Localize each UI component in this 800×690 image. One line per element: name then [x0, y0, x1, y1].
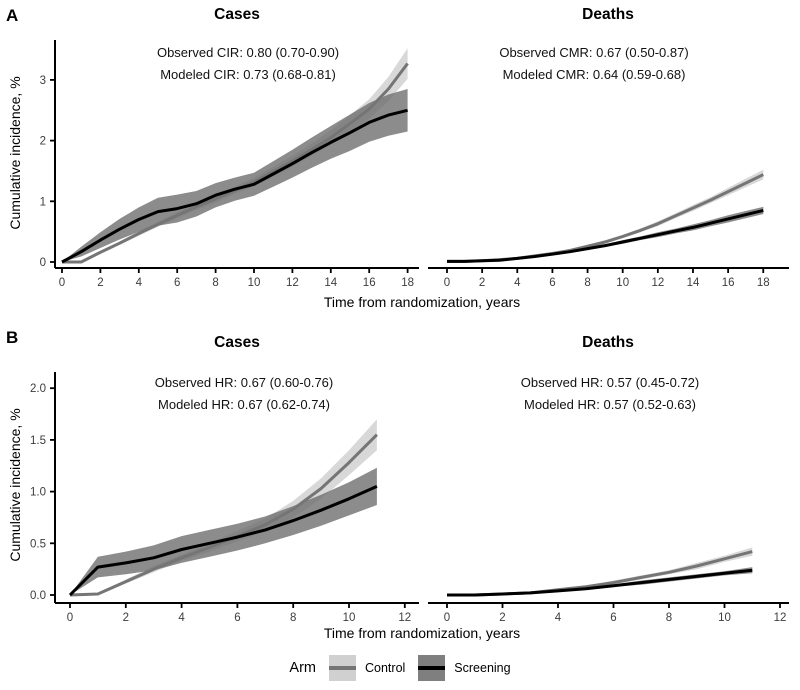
x-tick-label: 12 — [774, 612, 787, 624]
screening-line-icon — [418, 666, 446, 670]
screening-line — [447, 568, 753, 597]
screening-line — [68, 485, 378, 597]
panel-b-cases: 0 2 4 6 8 10 12 0.0 0.5 1.0 1.5 2.0 — [30, 372, 419, 624]
legend-title: Arm — [289, 660, 316, 676]
legend-item-control: Control — [329, 655, 405, 681]
annotation-line: Modeled CIR: 0.73 (0.68-0.81) — [160, 67, 336, 82]
annotation-b-deaths: Observed HR: 0.57 (0.45-0.72) Modeled HR… — [521, 372, 699, 416]
y-tick-label: 3 — [40, 75, 46, 87]
x-tick-label: 12 — [286, 277, 299, 289]
panel-title-a-deaths: Deaths — [582, 6, 634, 23]
y-tick-label: 2.0 — [30, 383, 46, 395]
y-tick-label: 0 — [40, 257, 46, 269]
screening-line — [447, 208, 764, 263]
annotation-line: Modeled HR: 0.67 (0.62-0.74) — [158, 397, 330, 412]
legend: Arm Control Screening — [0, 648, 800, 688]
annotation-line: Observed CMR: 0.67 (0.50-0.87) — [499, 45, 689, 60]
x-tick-label: 18 — [757, 277, 770, 289]
x-tick-label: 6 — [610, 612, 616, 624]
x-tick-label: 14 — [687, 277, 700, 289]
control-line — [447, 173, 764, 263]
x-tick-label: 4 — [514, 277, 521, 289]
screening-line — [61, 108, 408, 264]
panel-letter-b: B — [6, 328, 19, 347]
annotation-line: Observed HR: 0.57 (0.45-0.72) — [520, 375, 700, 390]
annotation-a-cases: Observed CIR: 0.80 (0.70-0.90) Modeled C… — [157, 42, 339, 86]
panel-letter-a: A — [6, 6, 19, 25]
x-tick-label: 2 — [123, 612, 129, 624]
legend-label-control: Control — [365, 661, 406, 675]
annotation-b-cases: Observed HR: 0.67 (0.60-0.76) Modeled HR… — [155, 372, 333, 416]
x-tick-label: 0 — [67, 612, 73, 624]
annotation-line: Modeled HR: 0.57 (0.52-0.63) — [524, 397, 696, 412]
x-tick-label: 0 — [444, 277, 450, 289]
control-line-icon — [329, 666, 356, 670]
x-tick-label: 2 — [97, 277, 103, 289]
panel-title-a-cases: Cases — [214, 6, 260, 23]
x-tick-label: 2 — [499, 612, 505, 624]
control-line — [69, 433, 378, 597]
y-tick-label: 2 — [40, 136, 46, 148]
panel-a-deaths: 0 2 4 6 8 10 12 14 16 18 — [428, 169, 789, 289]
x-tick-label: 8 — [666, 612, 672, 624]
annotation-line: Observed CIR: 0.80 (0.70-0.90) — [156, 45, 340, 60]
chart-row-b: 0 2 4 6 8 10 12 0.0 0.5 1.0 1.5 2.0 0 2 4 6 8 10 12 — [30, 372, 789, 624]
x-tick-label: 16 — [722, 277, 735, 289]
x-tick-label: 0 — [444, 612, 450, 624]
legend-item-screening: Screening — [418, 655, 511, 681]
screening-ribbon — [70, 467, 377, 595]
x-axis-title-b: Time from randomization, years — [323, 625, 521, 641]
panel-title-b-deaths: Deaths — [582, 334, 634, 351]
x-tick-label: 4 — [555, 612, 562, 624]
annotation-line: Observed HR: 0.67 (0.60-0.76) — [154, 375, 334, 390]
screening-ribbon — [62, 89, 408, 262]
y-tick-label: 0.0 — [30, 590, 46, 602]
y-tick-label: 1.5 — [30, 435, 46, 447]
screening-swatch-icon — [418, 655, 446, 681]
annotation-line: Modeled CMR: 0.64 (0.59-0.68) — [502, 67, 686, 82]
x-tick-label: 12 — [651, 277, 664, 289]
x-tick-label: 8 — [584, 277, 590, 289]
y-tick-label: 1.0 — [30, 487, 46, 499]
y-tick-label: 0.5 — [30, 538, 46, 550]
x-tick-label: 6 — [174, 277, 180, 289]
x-tick-label: 4 — [178, 612, 185, 624]
screening-ribbon — [447, 567, 753, 595]
x-tick-label: 2 — [479, 277, 485, 289]
x-tick-label: 8 — [212, 277, 218, 289]
legend-label-screening: Screening — [454, 661, 511, 675]
x-tick-label: 6 — [549, 277, 555, 289]
x-tick-label: 4 — [136, 277, 143, 289]
x-tick-label: 6 — [234, 612, 240, 624]
x-tick-label: 18 — [401, 277, 414, 289]
x-tick-label: 12 — [398, 612, 411, 624]
x-axis-title-a: Time from randomization, years — [323, 294, 521, 310]
x-tick-label: 10 — [616, 277, 629, 289]
x-tick-label: 8 — [290, 612, 296, 624]
x-tick-label: 16 — [363, 277, 376, 289]
x-tick-label: 14 — [324, 277, 337, 289]
panel-title-b-cases: Cases — [214, 334, 260, 351]
x-tick-label: 10 — [248, 277, 261, 289]
annotation-a-deaths: Observed CMR: 0.67 (0.50-0.87) Modeled C… — [499, 42, 688, 86]
control-swatch-icon — [329, 655, 356, 681]
control-ribbon — [447, 169, 764, 262]
panel-b-deaths: 0 2 4 6 8 10 12 — [428, 547, 789, 624]
x-tick-label: 10 — [718, 612, 731, 624]
x-tick-label: 0 — [59, 277, 65, 289]
x-tick-label: 10 — [343, 612, 356, 624]
screening-ribbon — [447, 206, 764, 262]
y-tick-label: 1 — [40, 196, 46, 208]
